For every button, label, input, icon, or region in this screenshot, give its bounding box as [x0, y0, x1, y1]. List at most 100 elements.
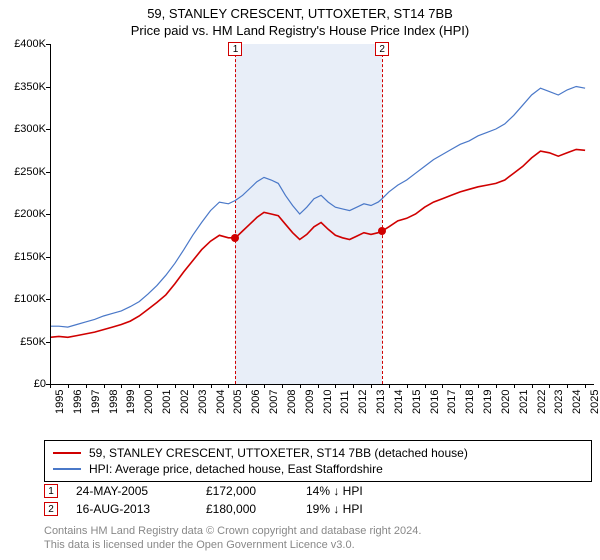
x-tick-label: 2015	[411, 390, 423, 414]
event-price-2: £180,000	[206, 502, 306, 516]
legend-swatch-hpi	[53, 468, 81, 470]
x-tick-label: 2016	[429, 390, 441, 414]
x-tick	[478, 384, 479, 388]
y-tick	[46, 214, 50, 215]
page-root: 59, STANLEY CRESCENT, UTTOXETER, ST14 7B…	[0, 0, 600, 560]
x-tick-label: 2010	[322, 390, 334, 414]
x-tick	[300, 384, 301, 388]
y-tick	[46, 257, 50, 258]
event-diff-2: 19% ↓ HPI	[306, 502, 416, 516]
event-date-2: 16-AUG-2013	[76, 502, 206, 516]
x-tick-label: 2018	[464, 390, 476, 414]
line-layer	[50, 44, 594, 384]
x-tick	[514, 384, 515, 388]
attribution-line1: Contains HM Land Registry data © Crown c…	[44, 524, 421, 538]
x-tick	[157, 384, 158, 388]
x-tick	[264, 384, 265, 388]
y-tick-label: £400K	[6, 38, 46, 50]
x-tick-label: 2004	[215, 390, 227, 414]
x-tick-label: 2008	[286, 390, 298, 414]
series-hpi	[50, 87, 585, 328]
x-tick-label: 2007	[268, 390, 280, 414]
x-tick	[193, 384, 194, 388]
x-tick-label: 2022	[536, 390, 548, 414]
x-tick	[389, 384, 390, 388]
plot-area: 12	[50, 44, 594, 384]
x-tick-label: 1997	[90, 390, 102, 414]
legend-label-hpi: HPI: Average price, detached house, East…	[89, 462, 383, 476]
x-tick	[282, 384, 283, 388]
x-tick-label: 2012	[357, 390, 369, 414]
event-price-1: £172,000	[206, 484, 306, 498]
x-tick	[228, 384, 229, 388]
legend-row-subject: 59, STANLEY CRESCENT, UTTOXETER, ST14 7B…	[53, 445, 583, 461]
x-tick	[442, 384, 443, 388]
y-tick-label: £350K	[6, 81, 46, 93]
x-tick	[50, 384, 51, 388]
x-tick	[353, 384, 354, 388]
x-tick-label: 2009	[304, 390, 316, 414]
x-tick-label: 2011	[339, 390, 351, 414]
event-row-2: 2 16-AUG-2013 £180,000 19% ↓ HPI	[44, 500, 416, 518]
x-tick	[211, 384, 212, 388]
y-tick	[46, 129, 50, 130]
x-tick-label: 2025	[589, 390, 600, 414]
y-tick	[46, 87, 50, 88]
x-tick	[68, 384, 69, 388]
x-tick	[86, 384, 87, 388]
x-tick	[425, 384, 426, 388]
event-num-2: 2	[44, 502, 58, 516]
attribution-line2: This data is licensed under the Open Gov…	[44, 538, 421, 552]
series-subject	[50, 149, 585, 337]
x-tick	[585, 384, 586, 388]
x-tick-label: 2000	[143, 390, 155, 414]
x-tick-label: 2003	[197, 390, 209, 414]
y-tick-label: £200K	[6, 208, 46, 220]
legend-swatch-subject	[53, 452, 81, 454]
y-tick	[46, 172, 50, 173]
title-line2: Price paid vs. HM Land Registry's House …	[0, 21, 600, 38]
y-tick-label: £150K	[6, 251, 46, 263]
x-tick	[335, 384, 336, 388]
y-tick	[46, 342, 50, 343]
event-date-1: 24-MAY-2005	[76, 484, 206, 498]
x-tick	[549, 384, 550, 388]
legend-label-subject: 59, STANLEY CRESCENT, UTTOXETER, ST14 7B…	[89, 446, 468, 460]
x-tick-label: 2020	[500, 390, 512, 414]
event-diff-1: 14% ↓ HPI	[306, 484, 416, 498]
y-tick-label: £0	[6, 378, 46, 390]
x-tick-label: 2021	[518, 390, 530, 414]
y-tick-label: £100K	[6, 293, 46, 305]
x-tick-label: 2013	[375, 390, 387, 414]
x-tick-label: 2023	[553, 390, 565, 414]
x-tick	[532, 384, 533, 388]
x-tick-label: 2006	[250, 390, 262, 414]
x-tick	[246, 384, 247, 388]
x-tick	[371, 384, 372, 388]
y-tick-label: £50K	[6, 336, 46, 348]
y-tick-label: £250K	[6, 166, 46, 178]
x-tick-label: 2017	[446, 390, 458, 414]
x-tick-label: 2002	[179, 390, 191, 414]
event-num-1: 1	[44, 484, 58, 498]
x-tick	[121, 384, 122, 388]
title-line1: 59, STANLEY CRESCENT, UTTOXETER, ST14 7B…	[0, 0, 600, 21]
x-tick-label: 2014	[393, 390, 405, 414]
x-tick-label: 2019	[482, 390, 494, 414]
x-tick-label: 1999	[125, 390, 137, 414]
attribution: Contains HM Land Registry data © Crown c…	[44, 524, 421, 553]
y-tick	[46, 44, 50, 45]
x-tick	[318, 384, 319, 388]
x-tick	[460, 384, 461, 388]
x-tick	[567, 384, 568, 388]
y-tick-label: £300K	[6, 123, 46, 135]
event-row-1: 1 24-MAY-2005 £172,000 14% ↓ HPI	[44, 482, 416, 500]
x-tick-label: 2024	[571, 390, 583, 414]
x-tick	[407, 384, 408, 388]
x-tick	[104, 384, 105, 388]
x-tick-label: 2005	[232, 390, 244, 414]
legend: 59, STANLEY CRESCENT, UTTOXETER, ST14 7B…	[44, 440, 592, 482]
x-tick-label: 2001	[161, 390, 173, 414]
x-tick-label: 1996	[72, 390, 84, 414]
y-tick	[46, 299, 50, 300]
